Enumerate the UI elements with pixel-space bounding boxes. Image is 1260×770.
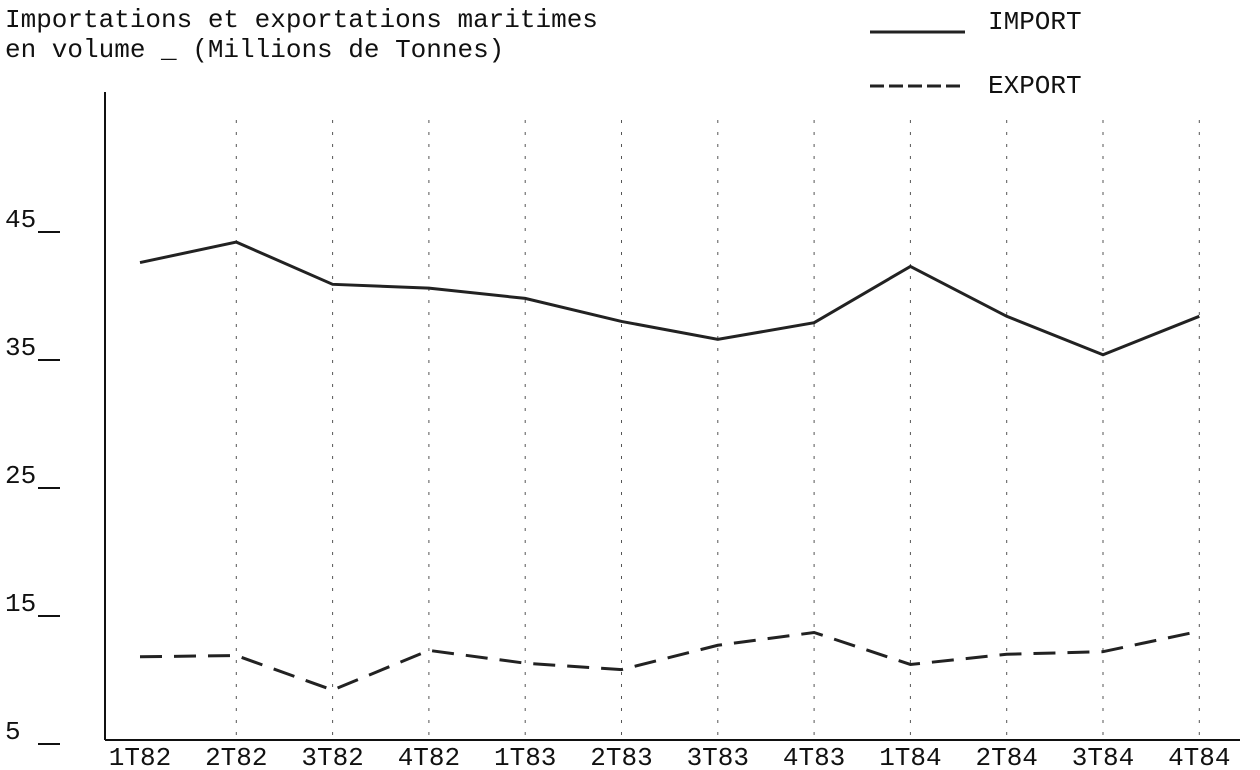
x-tick-label: 3T83 xyxy=(687,743,749,770)
x-tick-label: 3T82 xyxy=(301,743,363,770)
legend-label: EXPORT xyxy=(988,71,1082,101)
x-tick-label: 1T84 xyxy=(879,743,941,770)
y-tick-label: 5 xyxy=(5,717,21,747)
chart-title: Importations et exportations maritimes xyxy=(5,5,598,35)
x-tick-label: 4T84 xyxy=(1168,743,1230,770)
x-tick-label: 1T82 xyxy=(109,743,171,770)
y-tick-label: 25 xyxy=(5,461,36,491)
x-tick-label: 4T82 xyxy=(398,743,460,770)
y-tick-label: 45 xyxy=(5,205,36,235)
x-tick-label: 2T83 xyxy=(590,743,652,770)
x-tick-label: 1T83 xyxy=(494,743,556,770)
legend-label: IMPORT xyxy=(988,7,1082,37)
x-tick-label: 4T83 xyxy=(783,743,845,770)
line xyxy=(139,240,1200,357)
y-tick-label: 15 xyxy=(5,589,36,619)
x-tick-label: 2T84 xyxy=(975,743,1037,770)
line xyxy=(139,629,1200,692)
x-tick-label: 3T84 xyxy=(1072,743,1134,770)
chart-title: en volume _ (Millions de Tonnes) xyxy=(5,35,504,65)
x-tick-label: 2T82 xyxy=(205,743,267,770)
y-tick-label: 35 xyxy=(5,333,36,363)
